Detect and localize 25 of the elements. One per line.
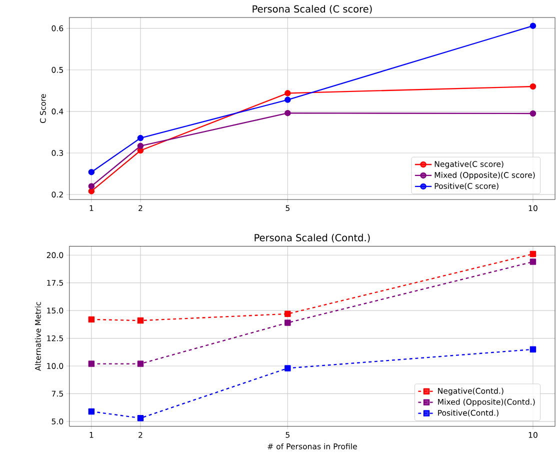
point <box>88 182 95 190</box>
point <box>137 317 144 324</box>
point <box>530 22 536 29</box>
point <box>530 83 536 90</box>
point <box>284 96 291 103</box>
chart-title: Persona Scaled (Contd.) <box>254 234 370 242</box>
point <box>284 364 291 372</box>
point <box>530 250 536 257</box>
chart-title: Persona Scaled (C score) <box>252 4 372 14</box>
point <box>88 168 95 176</box>
point <box>88 360 95 367</box>
point <box>530 258 536 265</box>
point <box>137 360 144 367</box>
point <box>137 134 144 142</box>
point <box>284 110 291 116</box>
point <box>530 110 536 116</box>
point <box>137 414 144 422</box>
point <box>137 142 144 149</box>
point <box>530 346 536 352</box>
point <box>88 316 95 322</box>
point <box>88 188 95 194</box>
point <box>284 310 291 317</box>
point <box>88 408 95 414</box>
point <box>284 90 291 96</box>
point <box>284 320 291 326</box>
